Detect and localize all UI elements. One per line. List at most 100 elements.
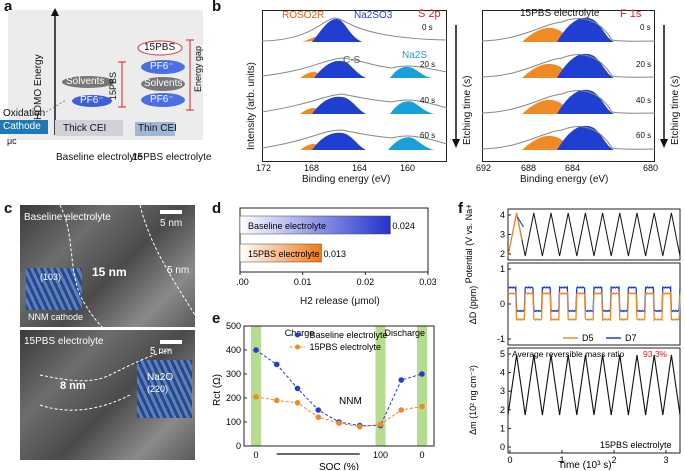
f-legend-d5-label: D5 [582,333,594,343]
d-bar [239,215,391,235]
f-subplot-frame [507,347,681,454]
tem-top-label: Baseline electrolyte [24,212,111,223]
d-xtick-label: 0.00 [236,277,249,287]
oxidation-label: Oxidation [3,108,46,119]
s2p-tick-164: 164 [352,163,368,173]
e-data-point [356,424,363,430]
e-data-point [336,420,342,426]
f-ylabel-mid: ΔD (ppm) [468,286,478,325]
eqcm-chart: 2 3 4 -1 0 1 0 1 2 3 4 5 0 1 2 3 Time (10³ s) Potential (… [464,205,681,471]
right-solvents-label: Solvents [144,78,183,89]
f1s-tick-684: 684 [565,163,581,173]
e-annotation-nnm: NNM [339,396,362,407]
f-ylabel-top: Potential (V vs. Na+/Na) [464,205,474,283]
e-series-line [255,349,423,427]
etching-label-left: Etching time (s) [462,75,473,145]
e-data-point [315,414,322,420]
f-annotation: Average reversible mass ratio [512,349,625,359]
panel-a-diagram [0,8,203,140]
f-caption: 15PBS electrolyte [600,440,672,450]
f-ytick-label: 2 [500,249,505,259]
f-potential-line [507,212,681,257]
e-xtick-label: 0 [253,450,258,460]
f1s-header: 15PBS electrolyte [520,8,600,19]
tem-bottom-thickness: 8 nm [60,380,86,392]
e-ytick-label: 0 [236,441,241,451]
f-ytick-label: 3 [500,230,505,240]
f-ytick-label: 3 [500,386,505,396]
d-bar-category: Baseline electrolyte [248,221,326,231]
e-legend-label: Baseline electrolyte [310,330,388,340]
right-pf6-bottom-label: PF6⁻ [150,94,174,105]
tem-top-5nm: 5 nm [167,265,190,276]
e-ylabel: Rct (Ω) [212,374,223,406]
thick-cei-label: Thick CEI [63,123,107,134]
f-legend-d7-label: D7 [625,333,637,343]
panel-label-e: e [212,310,221,327]
tem-bottom-inset-index: (220) [147,384,169,394]
left-pf6-label: PF6⁻ [80,95,104,106]
d-bar [239,243,322,263]
e-annotation-charge: Charge [285,328,315,338]
d-xtick-label: 0.02 [357,277,375,287]
tem-boundary-lines [39,205,195,411]
f-ytick-label: 0 [500,299,505,309]
f-xtick-label: 2 [611,455,616,465]
e-data-point [273,397,280,404]
tem-top-scale-label: 5 nm [160,218,183,229]
s2p-time-20: 20 s [420,60,436,69]
e-data-point [273,361,280,368]
e-data-point [419,371,425,377]
e-ytick-label: 400 [226,345,241,355]
f-potential-d7-segment [516,216,524,228]
f1s-time-60: 60 s [636,131,652,140]
tem-bottom-scale-label: 5 nm [150,346,173,357]
right-pf6-top-label: PF6⁻ [150,61,174,72]
panel-label-b: b [212,0,222,15]
d-bar-value-label: 0.013 [323,249,346,259]
s2p-time-60: 60 s [420,131,436,140]
f-ytick-label: 4 [500,368,505,378]
e-ytick-label: 300 [226,369,241,379]
e-xlabel: SOC (%) [319,462,359,470]
f-annotation-value: 93.3% [643,349,668,359]
e-data-point [294,400,301,406]
e-legend-label: 15PBS electrolyte [310,342,382,352]
etching-arrow-right [660,25,668,148]
f-dissipation-d5 [507,291,681,322]
f-ylabel-bottom: Δm (10² ng cm⁻²) [468,365,478,435]
e-ytick-label: 100 [226,417,241,427]
d-bar-value-label: 0.024 [392,221,415,231]
rosoor-label: ROSO2R [282,10,325,21]
e-legend-marker [295,344,300,350]
f-dissipation-d7 [507,285,681,314]
s2p-tick-168: 168 [304,163,320,173]
panel-label-a: a [4,0,13,15]
d-xtick-label: 0.03 [419,277,436,287]
f-xtick-label: 1 [559,455,564,465]
e-data-point [294,385,301,392]
s2p-xlabel: Binding energy (eV) [302,174,391,185]
f1s-tick-692: 692 [476,163,492,173]
tem-top-inset-index: (103) [40,272,62,282]
tem-bottom-scalebar [160,340,182,344]
f-ytick-label: 1 [500,264,505,274]
e-soc-highlight-band [375,326,386,446]
s2p-title: S 2p [418,8,441,20]
cathode-label: Cathode [3,121,41,132]
s2p-trace-0s [262,17,447,42]
xps-f1s-plot [482,10,655,162]
thin-cei-label: Thin CEI [138,123,177,134]
tem-top-thickness: 15 nm [92,265,127,279]
d-xlabel: H2 release (μmol) [300,296,380,307]
right-15pbs-label: 15PBS [144,42,176,53]
f-ytick-label: 5 [500,349,505,359]
left-solvents-label: Solvents [66,76,105,87]
tem-bottom-inset [137,360,192,418]
na2s-label: Na2S [402,50,428,61]
baseline-caption: Baseline electrolyte [56,152,143,163]
s2p-time-0: 0 s [422,23,433,32]
d-xtick-label: 0.01 [294,277,312,287]
f-mass-line [507,354,681,416]
e-soc-highlight-band [417,326,427,446]
